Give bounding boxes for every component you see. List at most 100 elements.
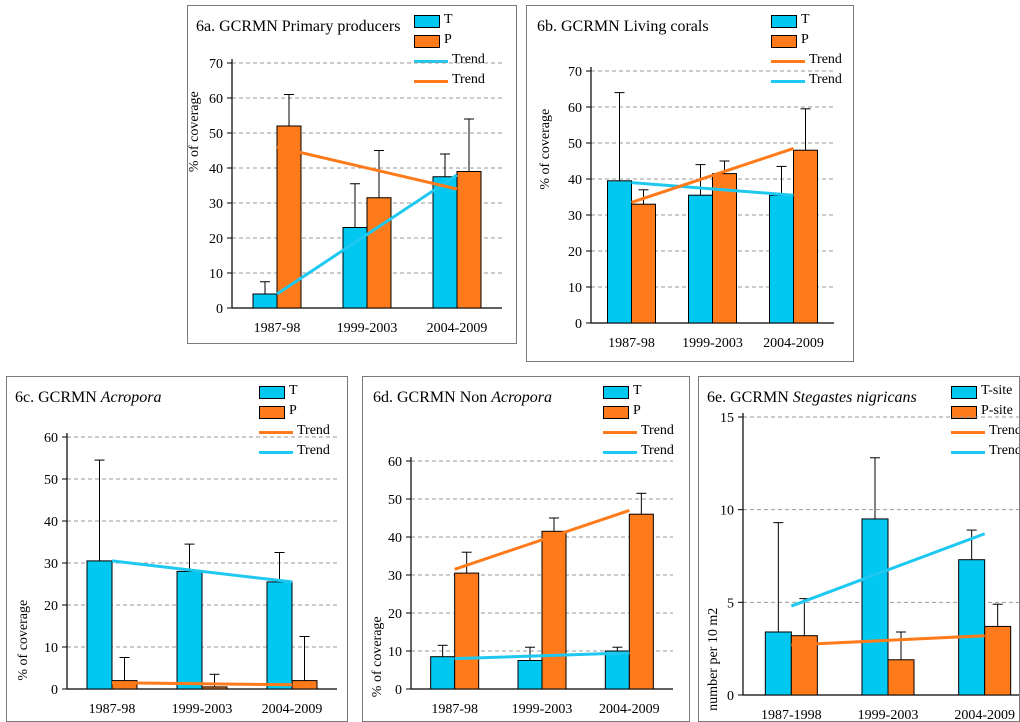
legend-line [414,80,448,83]
bar-p [887,659,915,696]
x-tick-label: 1987-1998 [761,708,822,722]
bar-t [432,176,458,309]
legend-label: T [633,383,642,398]
x-tick-label: 1999-2003 [172,702,233,717]
chart-title-prefix: 6d. GCRMN [373,389,456,406]
legend-swatch [259,406,285,419]
legend-label: Trend [809,72,842,87]
y-axis-label: number per 10 m2 [706,608,721,711]
bar-t [430,656,456,690]
x-tick-label: 1999-2003 [512,702,573,717]
y-tick-label: 50 [388,493,402,508]
y-tick-label: 60 [209,92,223,107]
legend-label: T [444,12,453,27]
chart-title: 6e. GCRMN Stegastes nigricans [707,389,917,407]
trend-line-p [631,146,794,204]
chart-panel-6c: 6c. GCRMN Acropora T P Trend Trend 0 10 20… [6,376,348,722]
x-tick-label: 2004-2009 [763,336,824,351]
y-tick-label: 60 [44,431,58,446]
chart-svg: 0 5 10 15 number per 10 m2 1987-1998 1999-2003… [706,411,1019,722]
bar-t [176,570,203,690]
chart-title-prefix: 6a. GCRMN [196,18,278,35]
bar-t [861,518,889,696]
chart-svg: 0 10 20 30 40 50 60 70 % of coverage 1987-98 1999-… [538,65,834,351]
y-tick-label: 0 [216,302,223,317]
chart-title-prefix: 6e. GCRMN [707,389,789,406]
legend-label: Trend [297,423,330,438]
y-tick-label: 30 [44,557,58,572]
y-tick-label: 40 [388,531,402,546]
chart-panel-6e: 6e. GCRMN Stegastes nigricans T-site P-s… [698,376,1020,722]
y-tick-label: 0 [727,689,734,704]
y-axis-label: % of coverage [188,91,202,172]
y-tick-label: 0 [575,317,582,332]
trend-line-p [276,145,458,191]
bar-p [456,171,482,309]
bar-t [266,581,293,690]
legend-swatch [951,386,977,399]
y-tick-label: 20 [44,599,58,614]
chart-title: 6d. GCRMN Non Acropora [373,389,552,407]
chart-title-italic: Stegastes nigricans [792,389,917,406]
y-tick-label: 50 [44,473,58,488]
bar-p [712,173,737,324]
chart-title-prefix: 6c. GCRMN [15,389,97,406]
chart-title-prefix: 6b. GCRMN [537,18,620,35]
chart-title-italic: Acropora [100,389,162,406]
bar-t [607,180,632,324]
chart-title: 6a. GCRMN Primary producers [196,18,400,36]
chart-title-text: Primary producers [281,18,401,35]
y-tick-label: 10 [388,645,402,660]
bar-t [252,293,278,309]
chart-svg: 0 10 20 30 40 50 60 % of coverage 1987-98 1999-20… [370,455,673,717]
y-tick-label: 60 [388,455,402,470]
legend-label: P [444,32,452,47]
y-axis-label: % of coverage [370,616,385,697]
bar-t [86,560,113,690]
bar-p [291,680,318,690]
legend-line [259,431,293,434]
legend-label: T-site [981,383,1013,398]
y-tick-label: 20 [388,607,402,622]
bar-t [958,559,986,696]
legend-swatch [414,35,440,48]
y-tick-label: 10 [568,281,582,296]
legend-label: Trend [452,72,485,87]
legend-swatch [771,15,797,28]
legend-line [603,451,637,454]
legend-label: P [633,403,641,418]
x-tick-label: 2004-2009 [954,708,1015,722]
legend-swatch [771,35,797,48]
legend-line [603,431,637,434]
y-tick-label: 60 [568,101,582,116]
legend-swatch [259,386,285,399]
chart-svg: 0 10 20 30 40 50 60 70 % of coverage 1987-98 1999-… [188,57,502,336]
legend-line [951,451,985,454]
bar-t [764,631,792,696]
chart-panel-6a: 6a. GCRMN Primary producers T P Trend Tr… [187,5,517,344]
bar-p [984,625,1012,696]
trend-line-t [790,532,986,608]
legend-label: Trend [809,52,842,67]
trend-line-t [276,173,458,296]
y-tick-label: 70 [209,57,223,72]
legend-line [771,60,805,63]
trend-line-p [111,681,293,687]
y-tick-label: 40 [568,173,582,188]
y-axis-label: % of coverage [16,600,31,681]
chart-title-text: Living corals [623,18,709,35]
x-tick-label: 2004-2009 [599,702,660,717]
trend-line-p [454,508,630,571]
x-tick-label: 1987-98 [431,702,478,717]
x-tick-label: 2004-2009 [262,702,323,717]
legend-line [259,451,293,454]
legend-swatch [603,406,629,419]
y-tick-label: 10 [44,641,58,656]
y-tick-label: 20 [568,245,582,260]
legend-swatch [603,386,629,399]
legend-line [951,431,985,434]
x-tick-label: 1999-2003 [682,336,743,351]
bar-p [793,149,818,324]
legend-label: Trend [989,423,1020,438]
chart-panel-6b: 6b. GCRMN Living corals T P Trend Trend … [526,5,854,362]
